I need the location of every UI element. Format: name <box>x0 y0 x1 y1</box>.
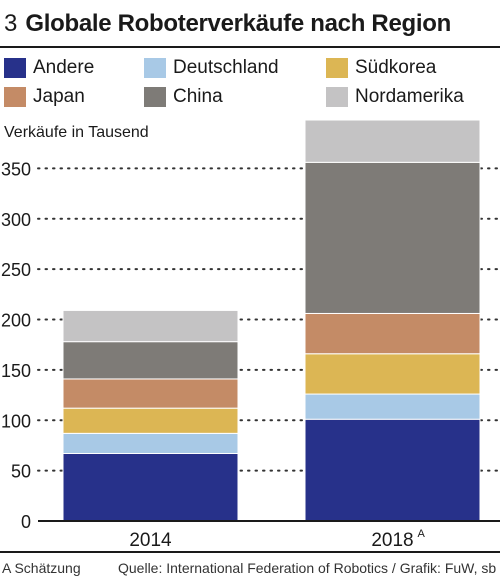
bottom-rule <box>0 551 500 553</box>
bar-segment-china <box>304 161 481 314</box>
legend-label: Andere <box>33 57 95 78</box>
bar-segment-andere <box>304 418 481 522</box>
y-tick-label: 50 <box>11 462 31 482</box>
y-tick-label: 300 <box>1 210 31 230</box>
bar-segment-deutschland <box>62 432 239 454</box>
legend-item: Japan <box>4 84 85 110</box>
figure-number: 3 <box>4 10 18 37</box>
y-tick-label: 0 <box>21 512 31 532</box>
x-tick-superscript: A <box>418 528 426 540</box>
x-tick-label: 2014 <box>129 530 172 551</box>
bar-segment-andere <box>62 452 239 522</box>
footnote: A Schätzung <box>2 560 81 576</box>
legend-swatch <box>144 87 166 107</box>
bar-segment-deutschland <box>304 393 481 420</box>
y-tick-label: 100 <box>1 411 31 431</box>
legend-swatch <box>326 58 348 78</box>
y-tick-label: 200 <box>1 311 31 331</box>
y-tick-label: 350 <box>1 159 31 179</box>
legend-swatch <box>144 58 166 78</box>
y-tick-label: 250 <box>1 260 31 280</box>
legend-item: China <box>144 84 223 110</box>
legend-label: Südkorea <box>355 57 437 78</box>
bar-segment-nordamerika <box>62 309 239 343</box>
bar-segment-japan <box>62 378 239 409</box>
legend-item: Andere <box>4 55 94 81</box>
legend-swatch <box>4 58 26 78</box>
x-tick-label: 2018 <box>371 530 413 551</box>
bar-segment-südkorea <box>62 407 239 434</box>
legend-item: Nordamerika <box>326 84 464 110</box>
legend-label: Deutschland <box>173 57 279 78</box>
title-row: 3 Globale Roboterverkäufe nach Region <box>4 8 451 40</box>
chart-title: Globale Roboterverkäufe nach Region <box>25 10 451 37</box>
legend-item: Südkorea <box>326 55 436 81</box>
bar-segment-japan <box>304 312 481 355</box>
legend-label: Nordamerika <box>355 86 464 107</box>
legend-label: China <box>173 86 223 107</box>
y-tick-label: 150 <box>1 361 31 381</box>
legend-swatch <box>4 87 26 107</box>
bar-segment-südkorea <box>304 353 481 395</box>
top-rule <box>0 46 500 48</box>
bar-segment-nordamerika <box>304 119 481 163</box>
source-note: Quelle: International Federation of Robo… <box>118 560 497 576</box>
bar-segment-china <box>62 341 239 380</box>
legend-item: Deutschland <box>144 55 279 81</box>
legend-label: Japan <box>33 86 85 107</box>
legend-swatch <box>326 87 348 107</box>
y-axis-label: Verkäufe in Tausend <box>4 124 149 141</box>
